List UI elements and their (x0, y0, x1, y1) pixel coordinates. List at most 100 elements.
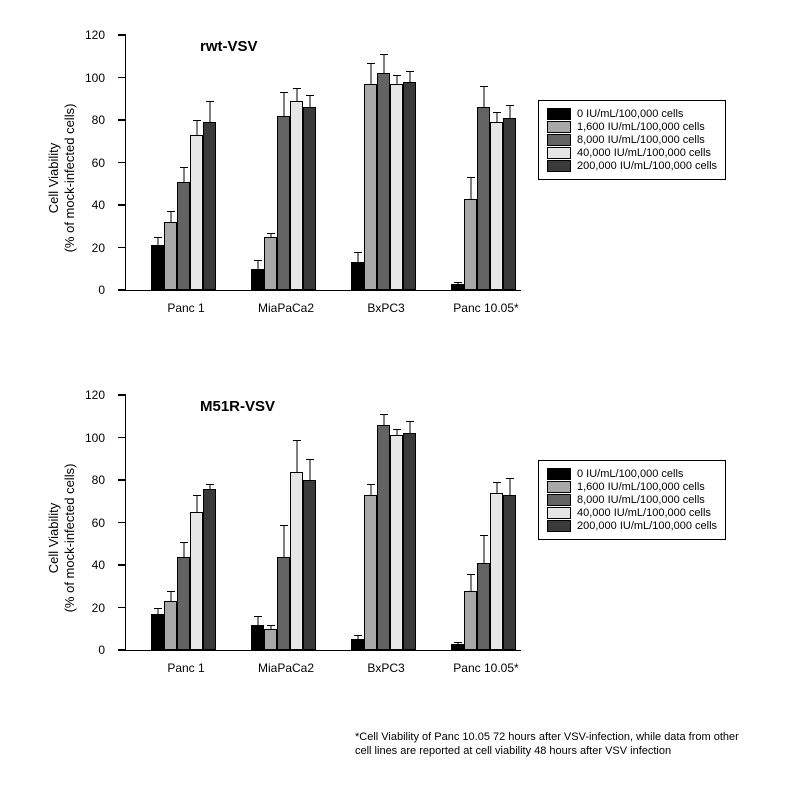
y-tick-label: 60 (75, 156, 105, 170)
error-bar (357, 252, 358, 263)
error-cap (293, 88, 301, 89)
error-cap (393, 429, 401, 430)
y-tick-label: 20 (75, 241, 105, 255)
legend-item: 8,000 IU/mL/100,000 cells (547, 134, 717, 146)
y-tick (118, 162, 126, 164)
y-tick-label: 60 (75, 516, 105, 530)
bar (477, 107, 490, 290)
legend-swatch (547, 507, 571, 519)
error-cap (454, 642, 462, 643)
bar (477, 563, 490, 650)
bar (151, 245, 164, 290)
bar (277, 116, 290, 290)
error-cap (154, 237, 162, 238)
error-cap (180, 167, 188, 168)
legend-swatch (547, 121, 571, 133)
bar (303, 480, 316, 650)
chart-title: rwt-VSV (200, 38, 258, 55)
legend-label: 0 IU/mL/100,000 cells (577, 468, 683, 480)
legend-swatch (547, 134, 571, 146)
error-cap (367, 63, 375, 64)
legend-label: 1,600 IU/mL/100,000 cells (577, 481, 705, 493)
x-tick-label: Panc 1 (167, 661, 204, 675)
legend-swatch (547, 481, 571, 493)
y-tick (118, 649, 126, 651)
error-bar (170, 211, 171, 222)
error-cap (167, 591, 175, 592)
error-bar (483, 86, 484, 107)
y-tick-label: 0 (75, 283, 105, 297)
error-bar (196, 120, 197, 135)
bar (290, 101, 303, 290)
y-tick (118, 479, 126, 481)
y-tick (118, 607, 126, 609)
bar (490, 493, 503, 650)
bar (377, 73, 390, 290)
bar (190, 135, 203, 290)
footnote-line: *Cell Viability of Panc 10.05 72 hours a… (355, 730, 739, 744)
error-cap (254, 616, 262, 617)
bar (290, 472, 303, 651)
legend-item: 200,000 IU/mL/100,000 cells (547, 160, 717, 172)
bar (403, 433, 416, 650)
legend-label: 200,000 IU/mL/100,000 cells (577, 520, 717, 532)
error-bar (370, 484, 371, 495)
x-tick-label: MiaPaCa2 (258, 661, 314, 675)
y-tick-label: 80 (75, 113, 105, 127)
error-cap (267, 625, 275, 626)
legend-swatch (547, 160, 571, 172)
bar (351, 639, 364, 650)
error-cap (354, 252, 362, 253)
legend-label: 40,000 IU/mL/100,000 cells (577, 147, 711, 159)
x-tick-label: Panc 10.05* (453, 301, 518, 315)
legend-item: 1,600 IU/mL/100,000 cells (547, 121, 717, 133)
ylabel-line1: Cell Viability (46, 502, 61, 573)
bar (503, 495, 516, 650)
error-cap (280, 92, 288, 93)
legend: 0 IU/mL/100,000 cells1,600 IU/mL/100,000… (538, 100, 726, 180)
error-bar (257, 616, 258, 625)
error-cap (393, 75, 401, 76)
error-bar (409, 71, 410, 82)
bar (151, 614, 164, 650)
bar (390, 84, 403, 290)
x-tick-label: BxPC3 (367, 301, 404, 315)
error-bar (296, 88, 297, 101)
error-cap (193, 120, 201, 121)
error-cap (467, 177, 475, 178)
bar (164, 222, 177, 290)
y-tick-label: 20 (75, 601, 105, 615)
error-bar (409, 421, 410, 434)
y-tick (118, 437, 126, 439)
error-cap (493, 112, 501, 113)
bar (464, 591, 477, 651)
footnote-line: cell lines are reported at cell viabilit… (355, 744, 739, 758)
error-cap (280, 525, 288, 526)
legend: 0 IU/mL/100,000 cells1,600 IU/mL/100,000… (538, 460, 726, 540)
error-bar (496, 482, 497, 493)
error-cap (180, 542, 188, 543)
error-cap (293, 440, 301, 441)
error-cap (354, 635, 362, 636)
error-cap (454, 282, 462, 283)
bar (203, 122, 216, 290)
error-cap (154, 608, 162, 609)
legend-swatch (547, 494, 571, 506)
error-bar (183, 167, 184, 182)
y-tick-label: 120 (75, 388, 105, 402)
error-bar (296, 440, 297, 472)
bar (177, 182, 190, 290)
legend-swatch (547, 520, 571, 532)
error-cap (506, 478, 514, 479)
bar (264, 629, 277, 650)
error-bar (483, 535, 484, 563)
error-cap (206, 484, 214, 485)
error-cap (506, 105, 514, 106)
y-axis-label: Cell Viability(% of mock-infected cells) (46, 463, 79, 612)
error-cap (254, 260, 262, 261)
legend-label: 8,000 IU/mL/100,000 cells (577, 494, 705, 506)
y-tick (118, 522, 126, 524)
error-bar (170, 591, 171, 602)
error-bar (496, 112, 497, 123)
legend-item: 0 IU/mL/100,000 cells (547, 468, 717, 480)
